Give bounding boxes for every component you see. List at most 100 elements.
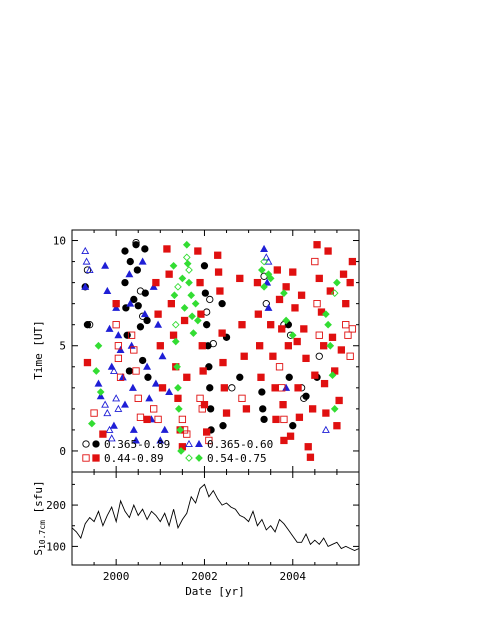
data-point: [141, 289, 149, 297]
data-point: [165, 270, 173, 278]
data-point: [101, 261, 110, 269]
data-point: [105, 425, 114, 433]
top-ytick-label: 10: [53, 235, 66, 248]
bottom-xlabel: Date [yr]: [185, 585, 245, 598]
data-point: [297, 291, 306, 299]
data-point: [302, 354, 310, 363]
data-point: [321, 425, 330, 433]
data-point: [280, 436, 288, 445]
data-point: [259, 405, 267, 413]
data-point: [103, 408, 112, 417]
data-point: [109, 421, 118, 429]
data-point: [269, 352, 277, 360]
data-point: [126, 299, 135, 307]
top-axis-ticks: 0 5 10: [53, 230, 360, 472]
data-point: [273, 266, 281, 274]
data-point: [134, 302, 142, 310]
data-point: [205, 436, 213, 445]
data-point: [185, 278, 193, 287]
data-point: [158, 384, 167, 392]
data-point: [107, 434, 116, 442]
data-point: [101, 400, 110, 408]
data-point: [143, 415, 151, 424]
data-point: [182, 240, 191, 249]
legend-marker: [92, 454, 100, 462]
data-point: [257, 373, 265, 381]
data-point: [275, 363, 284, 371]
data-point: [313, 300, 321, 308]
top-data-points: [81, 238, 357, 461]
bottom-xtick-label: 2002: [191, 570, 218, 583]
top-ylabel: Time [UT]: [32, 320, 45, 380]
data-point: [90, 409, 98, 417]
data-point: [171, 320, 180, 329]
data-point: [177, 447, 185, 455]
data-point: [144, 373, 152, 381]
data-point: [219, 358, 227, 367]
data-point: [201, 289, 209, 297]
data-point: [154, 415, 162, 424]
data-point: [121, 247, 129, 255]
data-point: [121, 278, 129, 287]
bottom-ytick-label: 100: [46, 540, 66, 553]
data-point: [282, 283, 290, 291]
data-point: [311, 371, 319, 379]
data-point: [295, 413, 304, 421]
legend-marker: [195, 439, 203, 448]
data-point: [176, 426, 185, 434]
data-point: [165, 387, 174, 396]
data-point: [294, 384, 302, 392]
data-point: [260, 282, 268, 291]
data-point: [262, 300, 270, 308]
data-point: [278, 325, 286, 333]
data-point: [173, 362, 181, 371]
data-point: [348, 257, 357, 266]
data-point: [222, 409, 231, 417]
data-point: [308, 405, 317, 413]
data-point: [205, 363, 213, 371]
data-point: [154, 320, 163, 328]
data-point: [160, 425, 169, 433]
data-point: [130, 295, 138, 304]
top-ytick-label: 5: [59, 340, 66, 353]
data-point: [288, 331, 297, 340]
data-point: [88, 419, 96, 428]
data-point: [328, 371, 337, 380]
data-point: [263, 278, 272, 286]
data-point: [272, 415, 280, 424]
data-point: [114, 331, 123, 339]
data-point: [174, 282, 182, 291]
bottom-axis-ticks: 100 200 2000 2002 2004: [46, 472, 360, 583]
data-point: [253, 278, 262, 287]
data-point: [267, 321, 275, 329]
data-point: [214, 251, 222, 259]
top-plot-frame: [71, 229, 360, 473]
data-point: [199, 367, 207, 375]
data-point: [183, 259, 192, 268]
data-point: [266, 274, 275, 283]
legend-label: 0.44-0.89: [104, 452, 164, 465]
data-point: [286, 432, 295, 440]
data-point: [256, 342, 264, 350]
data-point: [180, 304, 189, 312]
data-point: [220, 384, 228, 392]
data-point: [132, 241, 140, 249]
data-point: [125, 367, 134, 375]
data-point: [103, 286, 112, 295]
bottom-plot-frame: [71, 471, 360, 566]
bottom-ylabel: S10.7cm [sfu]: [32, 480, 47, 555]
data-point: [183, 430, 191, 438]
data-point: [285, 373, 293, 381]
data-point: [182, 253, 191, 262]
data-point: [302, 392, 310, 400]
data-point: [238, 321, 246, 329]
top-panel: 0 5 10 Time [UT] 0.365-0.89 0.365-0.60 0.44-…: [32, 229, 360, 473]
data-point: [112, 394, 121, 402]
data-point: [150, 405, 158, 413]
data-point: [289, 422, 297, 430]
data-point: [258, 266, 266, 274]
data-point: [304, 443, 312, 451]
data-point: [114, 354, 123, 363]
bottom-panel: 100 200 2000 2002 2004 S10.7cm [sfu] Date [y…: [32, 471, 360, 598]
bottom-xtick-label: 2000: [103, 570, 130, 583]
